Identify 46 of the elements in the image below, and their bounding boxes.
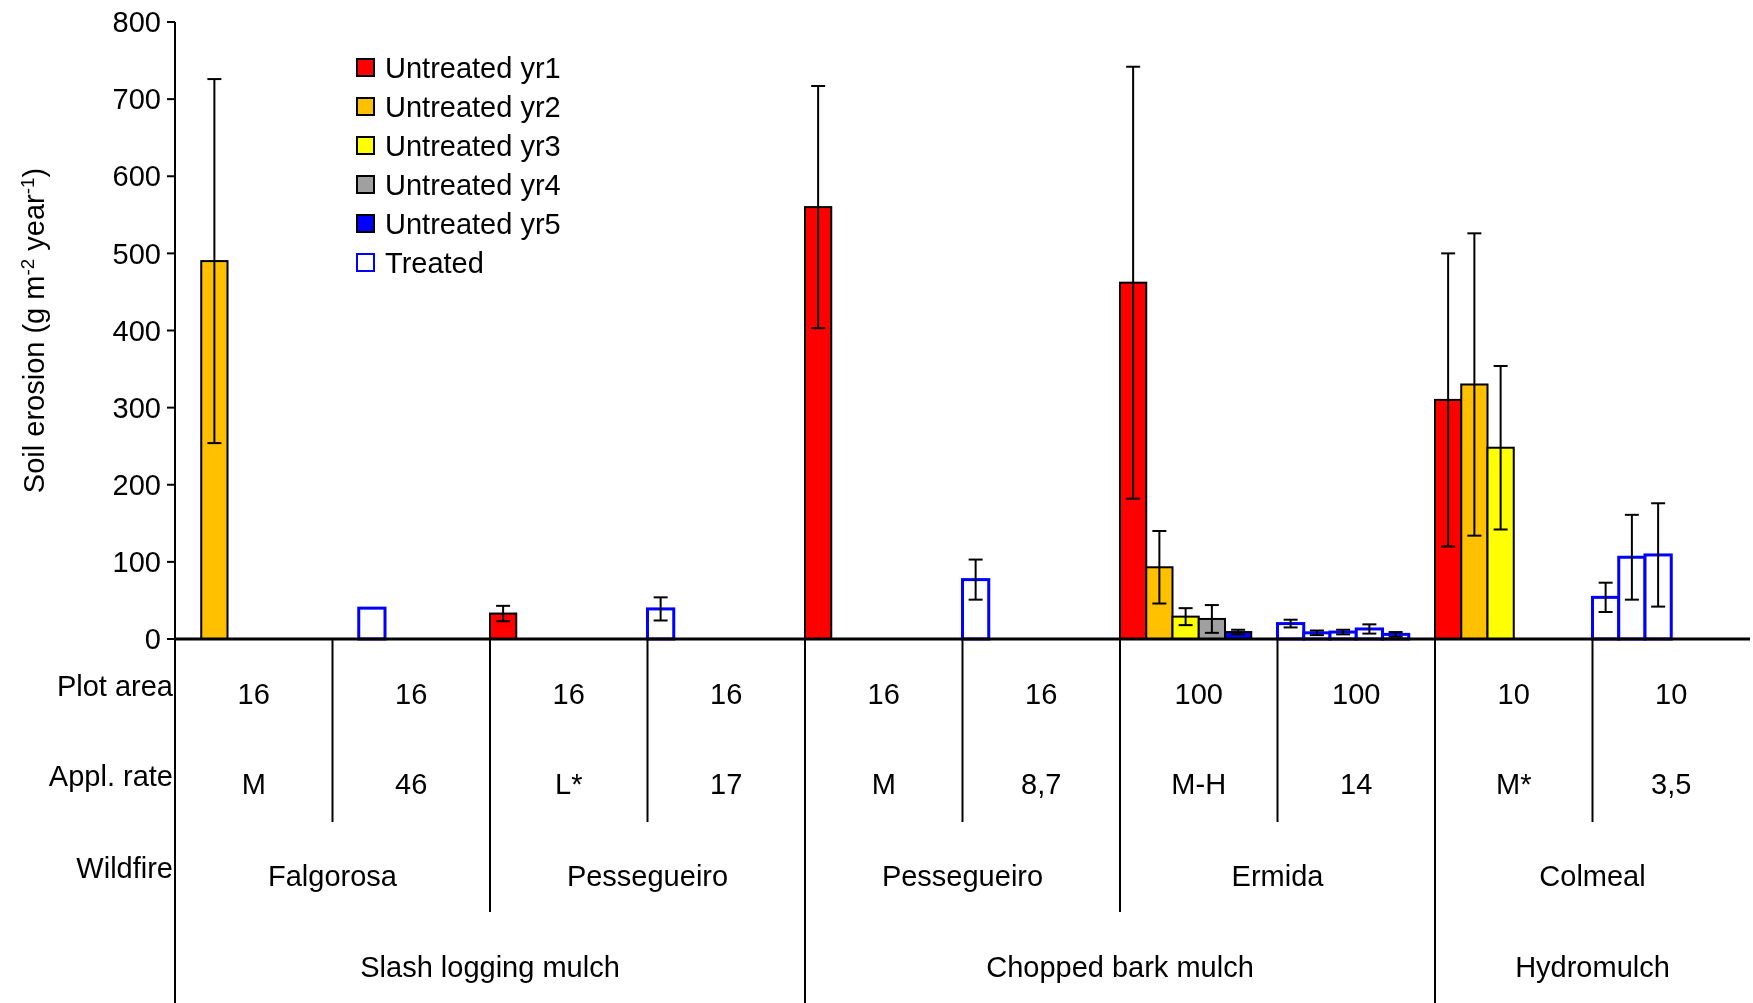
x-tick-label: 8,7 (1021, 768, 1062, 801)
text: 16 (237, 678, 270, 711)
text: Falgorosa (268, 860, 398, 893)
x-tick-label: 14 (1340, 768, 1373, 801)
x-tick-label: 17 (710, 768, 743, 801)
x-tick-label: M (871, 768, 896, 801)
legend-label: Untreated yr5 (385, 208, 561, 241)
text: 100 (1332, 678, 1381, 711)
y-tick-label: 200 (112, 468, 161, 501)
y-tick-label: 600 (112, 160, 161, 193)
text: Ermida (1231, 860, 1325, 893)
text: Plot area (56, 670, 174, 703)
text: Colmeal (1539, 860, 1646, 893)
legend-label: Untreated yr4 (385, 169, 561, 202)
text: Pessegueiro (566, 860, 729, 893)
legend-label: Untreated yr3 (385, 130, 561, 163)
legend-label: Untreated yr1 (385, 52, 561, 85)
x-tick-label: 46 (395, 768, 428, 801)
legend-label: Untreated yr2 (385, 91, 561, 124)
text: 16 (395, 678, 428, 711)
y-tick-label: 500 (112, 237, 161, 270)
y-tick-label: 300 (112, 391, 161, 424)
x-tick-label: M-H (1171, 768, 1227, 801)
text: 10 (1497, 678, 1530, 711)
x-tick-label: M (241, 768, 266, 801)
text: 10 (1655, 678, 1688, 711)
text: 16 (867, 678, 900, 711)
text: 16 (552, 678, 585, 711)
y-tick-label: 100 (112, 546, 161, 579)
text: Slash logging mulch (360, 951, 620, 984)
x-tick-label: L* (555, 768, 583, 801)
x-tick-label: M* (1496, 768, 1532, 801)
text: 100 (1174, 678, 1223, 711)
text: 16 (1025, 678, 1058, 711)
text: 16 (710, 678, 743, 711)
y-tick-label: 0 (144, 623, 161, 656)
text: Pessegueiro (881, 860, 1044, 893)
text: Hydromulch (1515, 951, 1670, 984)
legend-label: Treated (385, 247, 484, 280)
text: Appl. rate (48, 760, 173, 793)
x-tick-label: 3,5 (1651, 768, 1692, 801)
text: Wildfire (76, 852, 173, 885)
y-tick-label: 800 (112, 6, 161, 39)
y-tick-label: 400 (112, 314, 161, 347)
text: Chopped bark mulch (986, 951, 1254, 984)
y-tick-label: 700 (112, 83, 161, 116)
